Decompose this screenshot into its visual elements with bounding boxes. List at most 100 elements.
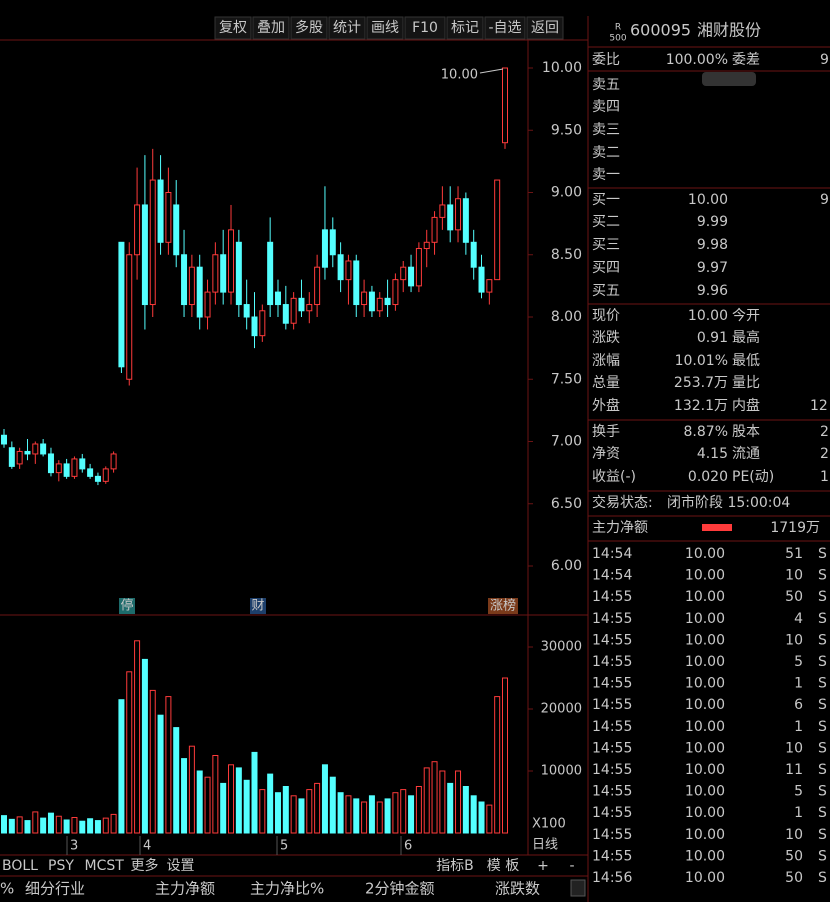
label: 净资: [592, 446, 620, 462]
volume-bar: [259, 789, 266, 834]
candle-body: [141, 204, 148, 306]
trade-volume: 50: [785, 848, 803, 864]
candle-body: [306, 304, 313, 312]
annotation-arrow: [479, 68, 504, 74]
candle-body: [384, 297, 391, 306]
indicator-tab[interactable]: PSY: [48, 858, 74, 874]
scroll-button[interactable]: [570, 879, 586, 897]
candle-body: [118, 241, 125, 368]
trade-time: 14:55: [592, 654, 632, 670]
bottom-tab[interactable]: %: [0, 880, 14, 898]
volume-bar: [478, 801, 485, 834]
buy-level: 买三: [592, 237, 620, 253]
trade-side: S: [818, 784, 827, 800]
event-marker[interactable]: [488, 598, 518, 614]
buy-price: 10.00: [688, 192, 728, 208]
indicator-button[interactable]: 指标B: [436, 858, 474, 874]
volume-bar: [282, 786, 289, 834]
toolbar-button[interactable]: [366, 16, 404, 40]
event-marker-text[interactable]: 停: [120, 598, 133, 614]
candle-body: [345, 260, 352, 281]
indicator-tab[interactable]: MCST: [85, 858, 125, 874]
toolbar-button[interactable]: [328, 16, 366, 40]
candle-body: [337, 254, 344, 281]
indicator-tab[interactable]: BOLL: [2, 858, 38, 874]
toolbar-button-text[interactable]: -自选: [488, 20, 521, 36]
candle-body: [447, 204, 454, 231]
toolbar-button[interactable]: [526, 16, 564, 40]
toolbar-button-text[interactable]: 画线: [371, 20, 399, 36]
candle-body: [126, 254, 133, 380]
volume-bar: [494, 696, 501, 834]
volume-bar: [392, 792, 399, 834]
trade-price: 10.00: [685, 676, 725, 692]
bottom-tab[interactable]: 2分钟金额: [365, 880, 435, 898]
toolbar-button-text[interactable]: 多股: [295, 19, 323, 36]
sell-level: 卖四: [592, 99, 620, 115]
toolbar-button[interactable]: [484, 16, 526, 40]
value: 2: [820, 446, 829, 462]
bottom-tab[interactable]: 细分行业: [25, 880, 85, 898]
event-marker[interactable]: [119, 598, 135, 614]
candle-body: [228, 229, 235, 293]
bottom-tab[interactable]: 主力净额: [155, 880, 215, 898]
volume-bar: [462, 786, 469, 834]
candle-body: [71, 458, 78, 477]
volume-bar: [47, 812, 54, 834]
trade-side: S: [818, 870, 827, 886]
toolbar-button-text[interactable]: 统计: [333, 20, 361, 36]
buy-level: 买五: [592, 283, 620, 299]
trade-time: 14:55: [592, 848, 632, 864]
volume-bar: [212, 755, 219, 834]
bottom-tab[interactable]: 涨跌数: [495, 880, 540, 898]
value: 1: [820, 469, 829, 485]
label: 委差: [732, 52, 760, 68]
candle-body: [423, 241, 430, 250]
toolbar-button[interactable]: [252, 16, 290, 40]
event-marker-text[interactable]: 涨榜: [490, 598, 516, 614]
bottom-tab[interactable]: 主力净比%: [250, 880, 324, 898]
toolbar-button[interactable]: [214, 16, 252, 40]
candle-body: [134, 204, 141, 256]
toolbar-button-text[interactable]: 复权: [219, 19, 247, 36]
trade-price: 10.00: [685, 805, 725, 821]
indicator-tab[interactable]: 更多: [131, 857, 159, 874]
period-label: 日线: [532, 838, 558, 853]
candle-body: [353, 260, 360, 306]
candle-body: [400, 266, 407, 281]
candle-body: [455, 198, 462, 231]
indicator-button[interactable]: +: [537, 858, 549, 874]
stock-name: 湘财股份: [697, 21, 761, 40]
indicator-button[interactable]: -: [569, 858, 574, 874]
trade-time: 14:54: [592, 568, 632, 584]
volume-bar: [157, 714, 164, 834]
buy-volume: 9: [820, 192, 829, 208]
toolbar-button-text[interactable]: 返回: [531, 20, 559, 36]
trade-side: S: [818, 805, 827, 821]
candle-body: [462, 198, 469, 243]
toolbar-button-text[interactable]: 标记: [451, 20, 479, 36]
toolbar-button-text[interactable]: 叠加: [257, 20, 285, 36]
trade-side: S: [818, 848, 827, 864]
label: 最低: [732, 353, 760, 369]
candle-body: [502, 67, 508, 144]
value: 100.00%: [666, 52, 728, 68]
label: 涨幅: [592, 353, 620, 369]
volume-bar: [63, 819, 70, 834]
toolbar-button-text[interactable]: F10: [412, 20, 438, 36]
indicator-tab[interactable]: 设置: [167, 858, 195, 874]
candle-body: [204, 291, 211, 318]
toolbar-button[interactable]: [404, 16, 446, 40]
buy-price: 9.98: [697, 237, 728, 253]
toolbar-button[interactable]: [446, 16, 484, 40]
value: 2: [820, 424, 829, 440]
expand-button[interactable]: [702, 72, 756, 86]
candle-body: [188, 266, 195, 306]
candle-body: [274, 291, 281, 306]
event-marker-text[interactable]: 财: [251, 599, 264, 614]
trade-time: 14:55: [592, 805, 632, 821]
event-marker[interactable]: [250, 598, 266, 614]
toolbar-button[interactable]: [290, 16, 328, 40]
indicator-button[interactable]: 模 板: [487, 858, 519, 874]
label: 最高: [732, 329, 760, 346]
